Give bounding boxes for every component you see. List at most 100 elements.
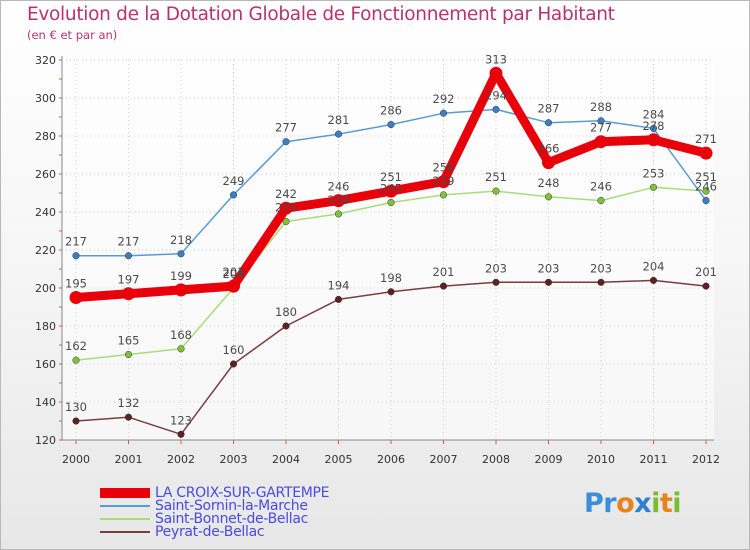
x-tick-label: 2009 xyxy=(535,453,563,466)
data-point xyxy=(439,191,448,199)
data-point xyxy=(594,135,608,149)
data-point xyxy=(122,287,135,301)
data-point xyxy=(72,252,80,260)
data-label: 165 xyxy=(118,334,140,348)
data-point xyxy=(702,282,710,290)
data-point xyxy=(177,345,185,353)
data-point xyxy=(544,193,553,201)
data-point xyxy=(177,430,185,438)
data-label: 248 xyxy=(538,176,560,190)
data-label: 253 xyxy=(643,166,665,180)
data-point xyxy=(334,210,343,218)
data-point xyxy=(492,278,500,286)
data-point xyxy=(334,295,343,303)
data-point xyxy=(279,201,293,215)
data-label: 249 xyxy=(433,174,455,188)
data-label: 235 xyxy=(275,201,297,215)
data-point xyxy=(387,121,395,129)
legend-swatch xyxy=(100,518,150,520)
data-point xyxy=(649,124,658,132)
chart-title: Evolution de la Dotation Globale de Fonc… xyxy=(27,4,615,25)
data-point xyxy=(124,252,133,260)
data-point xyxy=(282,217,290,226)
data-point xyxy=(702,197,710,205)
data-point xyxy=(229,191,238,199)
x-tick-label: 2005 xyxy=(325,453,353,466)
x-tick-label: 2011 xyxy=(640,453,668,466)
data-point xyxy=(492,105,500,113)
data-label: 123 xyxy=(170,413,192,427)
data-point xyxy=(334,130,343,138)
data-label: 271 xyxy=(695,132,717,146)
data-label: 218 xyxy=(170,233,192,247)
x-tick-label: 2003 xyxy=(220,453,248,466)
data-label: 201 xyxy=(695,265,717,279)
data-label: 204 xyxy=(643,259,665,273)
data-label: 239 xyxy=(328,193,350,207)
data-label: 242 xyxy=(275,187,297,201)
x-tick-label: 2000 xyxy=(62,453,90,466)
data-point xyxy=(542,156,555,170)
data-label: 249 xyxy=(223,174,245,188)
legend-label: LA CROIX-SUR-GARTEMPE xyxy=(155,485,330,501)
proxiti-logo: Proxiti xyxy=(584,488,682,519)
data-point xyxy=(649,276,658,284)
data-label: 292 xyxy=(433,92,455,106)
data-label: 197 xyxy=(118,273,140,287)
data-label: 286 xyxy=(380,104,402,118)
y-tick-label: 180 xyxy=(35,320,56,333)
data-point xyxy=(597,278,605,286)
x-tick-label: 2010 xyxy=(587,453,615,466)
x-tick-label: 2006 xyxy=(377,453,405,466)
data-point xyxy=(649,183,658,191)
x-tick-label: 2001 xyxy=(115,453,143,466)
data-label: 284 xyxy=(643,107,665,121)
data-point xyxy=(124,350,133,359)
x-tick-label: 2004 xyxy=(272,453,300,466)
data-point xyxy=(177,250,185,258)
data-label: 277 xyxy=(275,121,297,135)
y-tick-label: 220 xyxy=(35,244,56,257)
data-label: 199 xyxy=(170,269,192,283)
x-tick-label: 2012 xyxy=(692,453,720,466)
logo-letter: Pr xyxy=(584,488,617,519)
data-label: 281 xyxy=(328,113,350,127)
data-point xyxy=(174,283,188,297)
data-label: 130 xyxy=(65,400,87,414)
data-label: 256 xyxy=(433,161,455,175)
data-label: 251 xyxy=(695,170,717,184)
logo-letter: x xyxy=(634,488,652,519)
data-label: 251 xyxy=(485,170,507,184)
legend-swatch xyxy=(100,488,150,498)
data-label: 246 xyxy=(590,180,612,194)
data-label: 287 xyxy=(538,102,560,116)
data-point xyxy=(439,109,448,117)
data-label: 198 xyxy=(380,271,402,285)
data-point xyxy=(72,417,80,425)
data-point xyxy=(597,117,605,125)
data-label: 203 xyxy=(590,261,612,275)
legend-label: Peyrat-de-Bellac xyxy=(155,524,265,540)
y-tick-label: 120 xyxy=(35,434,56,447)
data-point xyxy=(544,278,553,286)
data-label: 203 xyxy=(485,261,507,275)
y-tick-label: 260 xyxy=(35,168,56,181)
y-tick-label: 320 xyxy=(35,54,56,67)
data-label: 278 xyxy=(643,119,665,133)
data-label: 200 xyxy=(223,267,245,281)
data-label: 294 xyxy=(485,88,507,102)
data-point xyxy=(282,322,290,330)
y-tick-label: 300 xyxy=(35,92,56,105)
data-label: 195 xyxy=(65,277,87,291)
data-point xyxy=(332,194,345,208)
data-point xyxy=(439,282,448,290)
data-point xyxy=(702,187,710,195)
y-tick-label: 160 xyxy=(35,358,56,371)
logo-letter: o xyxy=(616,488,635,519)
data-label: 180 xyxy=(275,305,297,319)
data-label: 217 xyxy=(65,235,87,249)
chart-subtitle: (en € et par an) xyxy=(27,28,118,42)
data-label: 162 xyxy=(65,339,87,353)
data-point xyxy=(72,356,80,364)
